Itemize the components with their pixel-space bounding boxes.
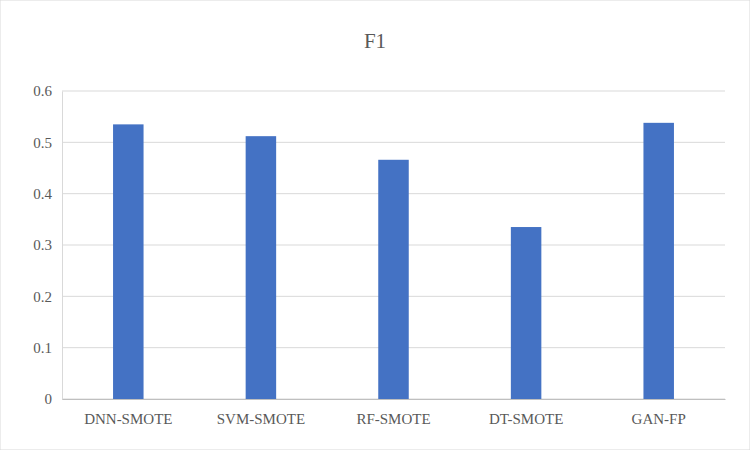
bar bbox=[246, 136, 276, 399]
y-tick: 0.2 bbox=[33, 289, 62, 305]
grid-line bbox=[62, 91, 725, 92]
x-tick-label: SVM-SMOTE bbox=[217, 411, 305, 427]
bar bbox=[511, 227, 541, 399]
x-tick-label: RF-SMOTE bbox=[356, 411, 430, 427]
y-tick-label: 0.1 bbox=[33, 340, 52, 356]
bar bbox=[378, 160, 408, 399]
y-tick: 0.3 bbox=[33, 237, 62, 253]
grid bbox=[62, 91, 725, 399]
y-tick: 0 bbox=[45, 391, 63, 407]
y-tick-label: 0.5 bbox=[33, 135, 52, 151]
y-tick: 0.6 bbox=[33, 83, 62, 99]
chart: 0 0.1 0.2 0.3 0.4 0.5 0.6 DNN-SMOTE SVM-SMOTE RF-… bbox=[0, 0, 750, 450]
y-tick-label: 0.4 bbox=[33, 186, 52, 202]
y-tick: 0.5 bbox=[33, 135, 62, 151]
x-tick: RF-SMOTE bbox=[356, 399, 430, 427]
y-tick-label: 0.2 bbox=[33, 289, 52, 305]
bars bbox=[113, 123, 674, 399]
x-tick-label: DNN-SMOTE bbox=[84, 411, 172, 427]
grid-line bbox=[62, 142, 725, 143]
x-tick: SVM-SMOTE bbox=[217, 399, 305, 427]
background bbox=[0, 0, 750, 450]
y-tick-label: 0.3 bbox=[33, 237, 52, 253]
plot: 0 0.1 0.2 0.3 0.4 0.5 0.6 DNN-SMOTE SVM-SMOTE RF-… bbox=[33, 83, 725, 426]
title: F1 bbox=[364, 29, 386, 53]
bar bbox=[643, 123, 673, 399]
x-axis-line bbox=[63, 399, 726, 400]
y-tick: 0.1 bbox=[33, 340, 62, 356]
y-axis-line bbox=[62, 92, 63, 400]
x-tick: DNN-SMOTE bbox=[84, 399, 172, 427]
x-axis: DNN-SMOTE SVM-SMOTE RF-SMOTE DT-SMOTE GAN-FP bbox=[63, 399, 726, 427]
y-axis: 0 0.1 0.2 0.3 0.4 0.5 0.6 bbox=[33, 83, 62, 407]
x-tick-label: DT-SMOTE bbox=[489, 411, 563, 427]
y-tick: 0.4 bbox=[33, 186, 62, 202]
x-tick: DT-SMOTE bbox=[489, 399, 563, 427]
y-tick-label: 0.6 bbox=[33, 83, 52, 99]
x-tick-label: GAN-FP bbox=[632, 411, 686, 427]
bar bbox=[113, 124, 143, 399]
x-tick: GAN-FP bbox=[632, 399, 686, 427]
y-tick-label: 0 bbox=[45, 391, 53, 407]
